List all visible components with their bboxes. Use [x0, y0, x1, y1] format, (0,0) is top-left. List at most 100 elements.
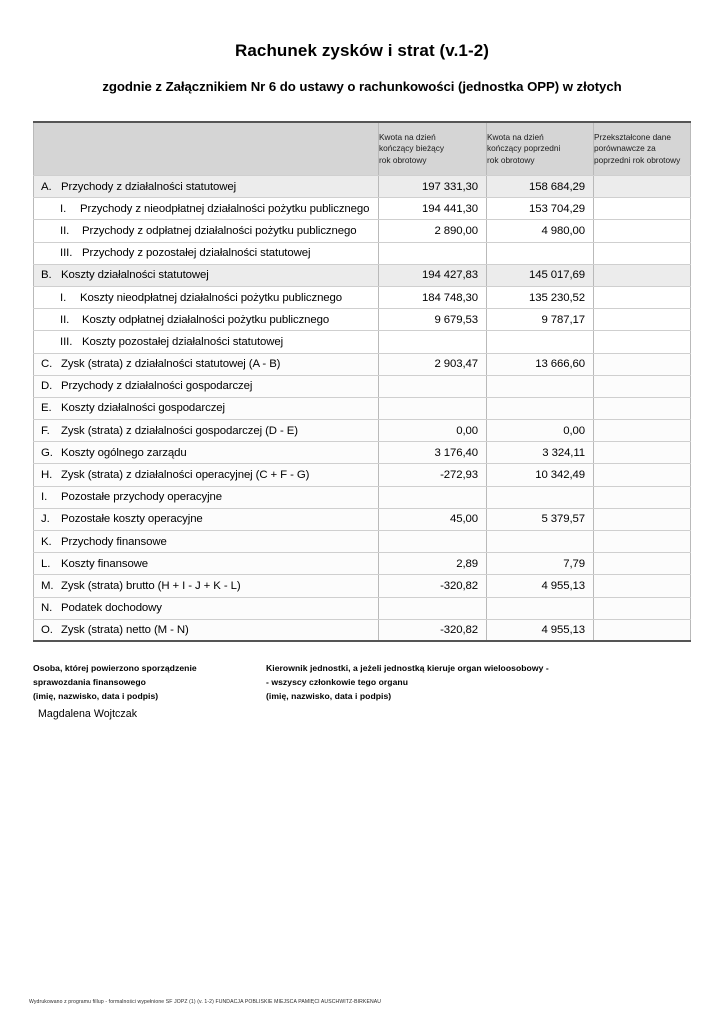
row-marker: B.: [41, 269, 52, 282]
row-marker: L.: [41, 557, 51, 570]
row-value-current: [378, 242, 487, 265]
row-label-text: Pozostałe koszty operacyjne: [61, 513, 203, 526]
table-row: G. Koszty ogólnego zarządu 3 176,40 3 324,1…: [33, 441, 691, 465]
row-label-cell: N. Podatek dochodowy: [33, 597, 379, 620]
page-title: Rachunek zysków i strat (v.1-2): [234, 41, 490, 60]
column-header-previous-year: Kwota na dzień kończący poprzedni rok ob…: [486, 121, 594, 176]
table-row: II. Przychody z odpłatnej działalności po…: [33, 219, 691, 243]
row-label-text: Zysk (strata) z działalności statutowej …: [61, 358, 281, 371]
row-label-cell: E. Koszty działalności gospodarczej: [33, 397, 379, 421]
row-label-text: Koszty działalności statutowej: [61, 269, 209, 282]
column-header-previous-year-line1: Kwota na dzień: [487, 131, 544, 142]
row-marker: E.: [41, 402, 52, 415]
row-value-restated: [593, 264, 691, 287]
table-row: F. Zysk (strata) z działalności gospodarc…: [33, 419, 691, 443]
row-value-previous: [486, 597, 594, 620]
row-label-text: Koszty odpłatnej działalności pożytku pu…: [82, 313, 330, 326]
signature-manager-line3: (imię, nazwisko, data i podpis): [266, 690, 392, 701]
row-value-previous: [486, 330, 594, 354]
row-value-current: [378, 330, 487, 354]
signature-manager-line2: - wszyscy członkowie tego organu: [266, 676, 408, 687]
table-row: III. Koszty pozostałej działalności statu…: [33, 330, 691, 354]
signature-block-manager: Kierownik jednostki, a jeżeli jednostką …: [266, 662, 606, 704]
table-row: B. Koszty działalności statutowej 194 427,…: [33, 264, 691, 287]
row-label-text: Pozostałe przychody operacyjne: [61, 491, 222, 504]
row-value-restated: [593, 597, 691, 620]
row-value-restated: [593, 175, 691, 199]
row-value-current: 194 427,83: [378, 264, 487, 287]
row-marker: M.: [41, 579, 54, 592]
row-marker: O.: [41, 624, 53, 637]
row-label-cell: K. Przychody finansowe: [33, 530, 379, 554]
row-value-previous: 4 955,13: [486, 619, 594, 643]
column-header-restated: Przekształcone dane porównawcze za poprz…: [593, 121, 691, 176]
column-header-restated-line1: Przekształcone dane: [594, 131, 672, 142]
row-label-cell: G. Koszty ogólnego zarządu: [33, 441, 379, 465]
row-value-previous: [486, 486, 594, 509]
row-value-restated: [593, 463, 691, 487]
row-value-previous: 10 342,49: [486, 463, 594, 487]
row-value-previous: 13 666,60: [486, 353, 594, 376]
row-value-previous: 158 684,29: [486, 175, 594, 199]
row-value-previous: 7,79: [486, 552, 594, 576]
row-value-restated: [593, 574, 691, 598]
row-label-cell: B. Koszty działalności statutowej: [33, 264, 379, 287]
row-value-current: 45,00: [378, 508, 487, 532]
row-label-cell: M. Zysk (strata) brutto (H + I - J + K - …: [33, 574, 379, 598]
table-row: M. Zysk (strata) brutto (H + I - J + K - …: [33, 574, 691, 598]
row-label-text: Koszty pozostałej działalności statutowe…: [82, 335, 284, 348]
signature-preparer-line1: Osoba, której powierzono sporządzenie: [33, 663, 197, 673]
signature-preparer-line2: sprawozdania finansowego: [33, 676, 146, 687]
row-label-text: Przychody z pozostałej działalności stat…: [82, 247, 311, 260]
table-row: L. Koszty finansowe 2,89 7,79: [33, 552, 691, 576]
table-row: C. Zysk (strata) z działalności statutowe…: [33, 353, 691, 376]
page-subtitle: zgodnie z Załącznikiem Nr 6 do ustawy o …: [102, 79, 622, 94]
table-row: E. Koszty działalności gospodarczej: [33, 397, 691, 421]
row-value-current: [378, 397, 487, 421]
row-value-current: -320,82: [378, 574, 487, 598]
column-header-restated-line3: poprzedni rok obrotowy: [594, 154, 681, 165]
row-label-cell: F. Zysk (strata) z działalności gospodarc…: [33, 419, 379, 443]
row-label-cell: III. Koszty pozostałej działalności statu…: [33, 330, 379, 354]
row-label-cell: L. Koszty finansowe: [33, 552, 379, 576]
row-value-previous: 153 704,29: [486, 197, 594, 221]
row-label-text: Przychody z nieodpłatnej działalności po…: [80, 202, 370, 215]
table-row: I. Przychody z nieodpłatnej działalności …: [33, 197, 691, 221]
row-value-previous: [486, 530, 594, 554]
column-header-current-year-line1: Kwota na dzień: [379, 131, 436, 142]
page-footer: Wydrukowano z programu fillup - formalno…: [29, 999, 382, 1005]
table-row: N. Podatek dochodowy: [33, 597, 691, 620]
row-label-cell: III. Przychody z pozostałej działalności …: [33, 242, 379, 265]
row-value-previous: 145 017,69: [486, 264, 594, 287]
row-value-previous: 4 980,00: [486, 219, 594, 243]
row-value-current: [378, 530, 487, 554]
row-value-current: 194 441,30: [378, 197, 487, 221]
table-row: D. Przychody z działalności gospodarczej: [33, 375, 691, 398]
row-label-text: Podatek dochodowy: [61, 602, 162, 615]
row-label-text: Zysk (strata) z działalności operacyjnej…: [61, 469, 310, 482]
row-value-previous: 135 230,52: [486, 286, 594, 310]
row-marker: I.: [41, 491, 48, 504]
table-row: J. Pozostałe koszty operacyjne 45,00 5 379,…: [33, 508, 691, 532]
column-header-current-year-line2: kończący bieżący: [379, 143, 445, 154]
row-marker: H.: [41, 469, 53, 482]
row-label-text: Koszty ogólnego zarządu: [61, 446, 187, 459]
column-header-previous-year-line3: rok obrotowy: [487, 154, 535, 165]
column-header-previous-year-line2: kończący poprzedni: [487, 143, 561, 154]
table-row: H. Zysk (strata) z działalności operacyjn…: [33, 463, 691, 487]
row-value-current: [378, 597, 487, 620]
table-row: III. Przychody z pozostałej działalności …: [33, 242, 691, 265]
row-value-previous: [486, 242, 594, 265]
signature-block-preparer: Osoba, której powierzono sporządzenie sp…: [33, 662, 263, 704]
row-value-current: [378, 486, 487, 509]
row-value-restated: [593, 242, 691, 265]
row-value-current: 184 748,30: [378, 286, 487, 310]
row-value-restated: [593, 375, 691, 398]
table-header: Kwota na dzień kończący bieżący rok obro…: [33, 121, 691, 176]
table-row: K. Przychody finansowe: [33, 530, 691, 554]
row-value-current: 2 903,47: [378, 353, 487, 376]
row-label-text: Przychody finansowe: [61, 535, 167, 548]
row-label-cell: I. Koszty nieodpłatnej działalności pożyt…: [33, 286, 379, 310]
table-row: O. Zysk (strata) netto (M - N) -320,82 4 95…: [33, 619, 691, 643]
table-row: I. Koszty nieodpłatnej działalności pożyt…: [33, 286, 691, 310]
